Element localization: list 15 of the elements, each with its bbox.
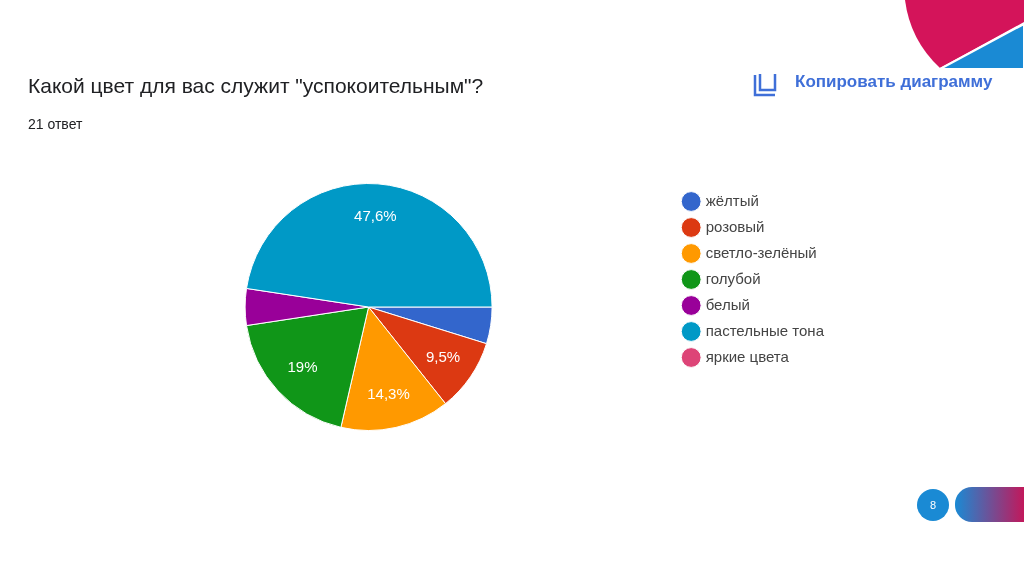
data-label: 47,6%: [354, 207, 397, 225]
legend-label: пастельные тона: [705, 321, 825, 339]
text: 21 ответ: [28, 116, 83, 132]
legend-label: голубой: [705, 269, 761, 287]
legend-label: жёлтый: [705, 191, 759, 209]
legend-label: белый: [705, 295, 750, 313]
data-label: 19%: [287, 358, 318, 376]
legend-label: яркие цвета: [705, 347, 790, 365]
legend-label: светло-зелёный: [705, 243, 817, 261]
legend-label: розовый: [705, 217, 765, 235]
text: 8: [928, 498, 938, 513]
text: Копировать диаграмму: [795, 72, 993, 92]
data-label: 14,3%: [367, 385, 410, 403]
data-label: 9,5%: [425, 348, 461, 366]
chart-title: Какой цвет для вас служит "успокоительным"?: [28, 74, 484, 98]
